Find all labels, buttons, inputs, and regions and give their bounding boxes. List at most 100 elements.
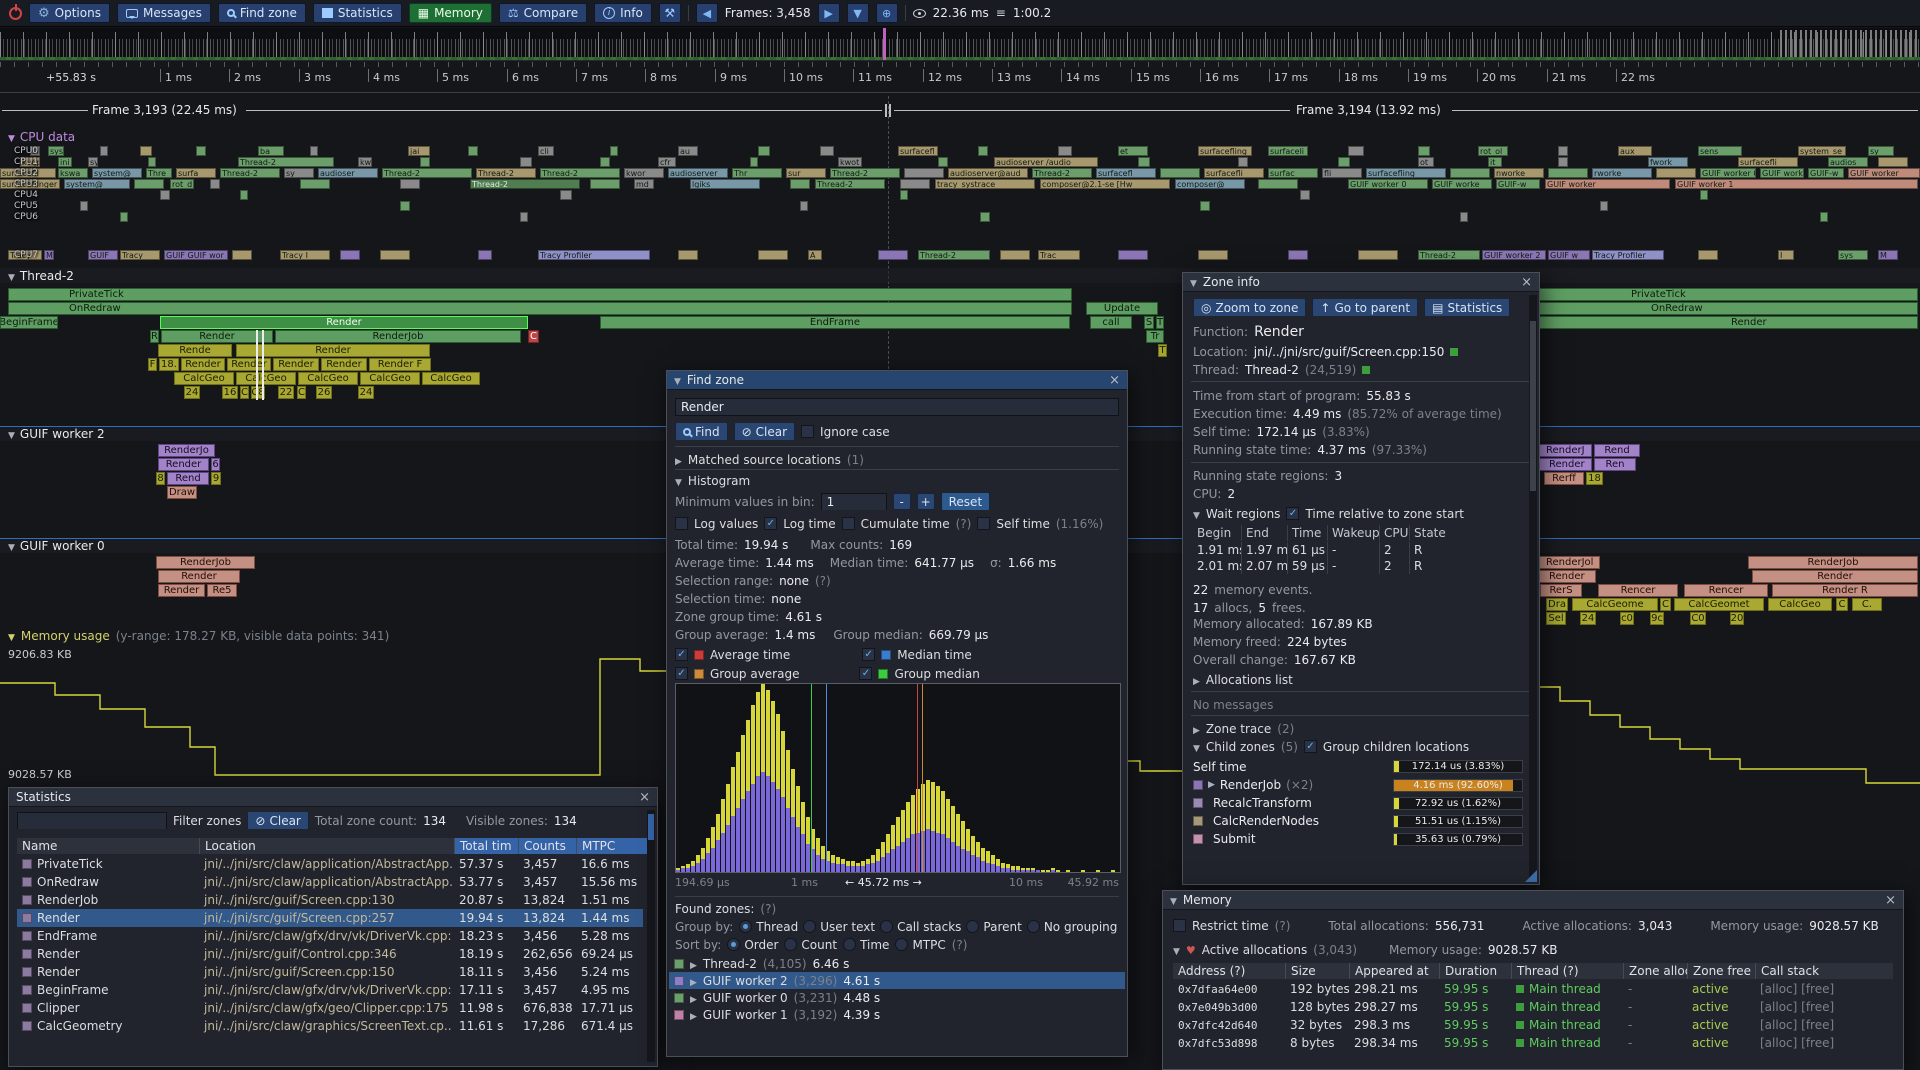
compare-button[interactable]: ⚖ Compare: [498, 3, 588, 23]
cpu-zone[interactable]: Trac: [1038, 250, 1080, 260]
timeline-zone[interactable]: S: [1144, 316, 1154, 329]
matched-locations-row[interactable]: Matched source locations (1): [675, 451, 1119, 468]
log-time-checkbox[interactable]: [764, 517, 778, 530]
timeline-zone[interactable]: Ren: [1594, 458, 1636, 471]
cpu-zone[interactable]: sur: [786, 168, 826, 178]
zone-info-titlebar[interactable]: Zone info: [1183, 273, 1539, 292]
cpu-zone[interactable]: [232, 250, 252, 260]
timeline-zone[interactable]: Tr: [1146, 330, 1164, 343]
col-size[interactable]: Size: [1285, 963, 1349, 979]
cpu-zone[interactable]: GUIF: [88, 250, 118, 260]
allocations-table-header[interactable]: Address (?) Size Appeared at Duration Th…: [1173, 963, 1893, 979]
timeline-zone[interactable]: RenderJo: [158, 444, 215, 457]
cpu-zone[interactable]: [1548, 168, 1588, 178]
tools-button[interactable]: ⚒: [658, 3, 681, 23]
cpu-zone[interactable]: [1300, 190, 1310, 200]
timeline-zone[interactable]: call: [1090, 316, 1132, 329]
cpu-zone[interactable]: ba: [258, 146, 284, 156]
timeline-zone[interactable]: CalcGeome: [1572, 598, 1658, 611]
col-thread[interactable]: Thread (?): [1511, 963, 1623, 979]
timeline-zone[interactable]: Render: [1440, 316, 1918, 329]
find-zone-button[interactable]: Find zone: [217, 3, 306, 23]
cpu-zone[interactable]: GUIF worker: [1848, 168, 1920, 178]
cpu-zone[interactable]: GUIF worker 1: [1675, 179, 1918, 189]
cpu-zone[interactable]: [300, 179, 330, 189]
cpu-zone[interactable]: Thread-2: [1032, 168, 1092, 178]
cpu-zone[interactable]: cli: [538, 146, 554, 156]
sort-by-option[interactable]: Time: [843, 938, 889, 952]
cpu-zone[interactable]: surfaceli: [1268, 146, 1308, 156]
memory-usage-header[interactable]: Memory usage (y-range: 178.27 KB, visibl…: [8, 629, 389, 643]
cumulate-time-checkbox[interactable]: [841, 517, 855, 530]
cpu-zone[interactable]: surfacefl: [898, 146, 938, 156]
timeline-zone[interactable]: Render: [236, 344, 430, 357]
statistics-row[interactable]: BeginFrame jni/../jni/src/claw/gfx/drv/v…: [17, 981, 643, 999]
allocation-row[interactable]: 0x7dfc42d640 32 bytes 298.3 ms 59.95 s M…: [1173, 1016, 1893, 1034]
statistics-row[interactable]: Clipper jni/../jni/src/claw/gfx/geo/Clip…: [17, 999, 643, 1017]
cpu-data-header[interactable]: CPU data: [8, 130, 75, 144]
cpu-zone[interactable]: lgiks: [690, 179, 760, 189]
cpu-zone[interactable]: Thread-2: [470, 179, 580, 189]
timeline-zone[interactable]: Render: [158, 458, 209, 471]
col-name[interactable]: Name: [22, 839, 58, 853]
find-zone-titlebar[interactable]: Find zone: [667, 371, 1127, 390]
timeline-zone[interactable]: CalcGeo: [174, 372, 234, 385]
cpu-zone[interactable]: GUIF worke: [1432, 179, 1492, 189]
timeline-zone[interactable]: 20: [1730, 612, 1744, 625]
cpu-zone[interactable]: surfacefli: [0, 168, 56, 178]
cpu-zone[interactable]: [904, 168, 944, 178]
prev-frame-button[interactable]: ◀: [695, 3, 718, 23]
frame-b-label[interactable]: Frame 3,194 (13.92 ms): [1296, 103, 1441, 117]
cpu-zone[interactable]: sy: [88, 157, 98, 167]
cpu-zone[interactable]: [1160, 168, 1200, 178]
cpu-zone[interactable]: aux: [1618, 146, 1652, 156]
cpu-zone[interactable]: [160, 190, 170, 200]
cpu-zone[interactable]: [758, 146, 770, 156]
self-time-checkbox[interactable]: [977, 517, 991, 530]
alloc-call-stack[interactable]: [alloc] [free]: [1760, 1018, 1835, 1032]
group-by-option[interactable]: User text: [803, 920, 875, 934]
cpu-zone[interactable]: [800, 201, 808, 211]
timeline-zone[interactable]: Render F: [369, 358, 431, 371]
statistics-titlebar[interactable]: Statistics: [9, 788, 657, 807]
power-icon[interactable]: [9, 3, 22, 20]
time-histogram[interactable]: [675, 683, 1121, 873]
statistics-row[interactable]: PrivateTick jni/../jni/src/claw/applicat…: [17, 855, 643, 873]
sort-by-option[interactable]: MTPC: [895, 938, 946, 952]
min-bin-decrease-button[interactable]: -: [892, 493, 911, 510]
found-zone-group[interactable]: GUIF worker 0 (3,231) 4.48 s: [669, 989, 1125, 1006]
cpu-zone[interactable]: rot_ol: [1478, 146, 1508, 156]
cpu-zone[interactable]: I: [1778, 250, 1794, 260]
cpu-zone[interactable]: [400, 201, 410, 211]
zone-info-scrollbar[interactable]: [1529, 295, 1537, 880]
group-by-option[interactable]: Call stacks: [880, 920, 961, 934]
timeline-zone[interactable]: Dra: [1546, 598, 1568, 611]
timeline-zone[interactable]: C: [297, 386, 306, 399]
col-zone-free[interactable]: Zone free: [1687, 963, 1755, 979]
cpu-zone[interactable]: [1558, 157, 1568, 167]
group-by-option[interactable]: Thread: [739, 920, 798, 934]
timeline-zone[interactable]: PrivateTick: [8, 288, 1072, 301]
cpu-zone[interactable]: Tracy Profiler: [538, 250, 650, 260]
timeline-zone[interactable]: Rend: [1594, 444, 1640, 457]
timeline-zone[interactable]: F: [148, 358, 157, 371]
cpu-zone[interactable]: [1656, 168, 1696, 178]
cpu-zone[interactable]: [1820, 212, 1828, 222]
cpu-zone[interactable]: et: [1118, 146, 1148, 156]
timeline-zone[interactable]: CalcGeomet: [1674, 598, 1764, 611]
next-frame-button[interactable]: ▶: [817, 3, 840, 23]
cpu-zone[interactable]: surfacefl: [1096, 168, 1156, 178]
timeline-zone[interactable]: Render: [160, 316, 528, 329]
alloc-call-stack[interactable]: [alloc] [free]: [1760, 982, 1835, 996]
cpu-zone[interactable]: Thread-2: [238, 157, 334, 167]
frame-minimap[interactable]: [0, 28, 1920, 61]
cpu-zone[interactable]: [1238, 157, 1248, 167]
cpu-zone[interactable]: [520, 157, 532, 167]
cpu-zone[interactable]: kwot: [838, 157, 862, 167]
cpu-zone[interactable]: GUIF work: [1760, 168, 1804, 178]
cpu-zone[interactable]: Thread-2: [540, 168, 620, 178]
cpu-zone[interactable]: A: [808, 250, 822, 260]
timeline-zone[interactable]: C: [1660, 598, 1671, 611]
cpu-zone[interactable]: [1418, 146, 1430, 156]
alloc-call-stack[interactable]: [alloc] [free]: [1760, 1036, 1835, 1050]
